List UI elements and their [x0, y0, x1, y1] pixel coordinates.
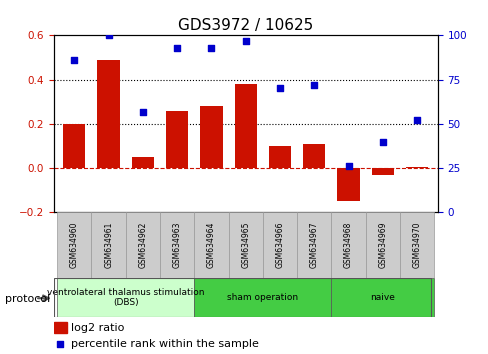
FancyBboxPatch shape	[365, 212, 399, 278]
Point	[173, 45, 181, 51]
Bar	[303, 144, 325, 168]
Text: ventrolateral thalamus stimulation
(DBS): ventrolateral thalamus stimulation (DBS)	[47, 288, 204, 307]
Bar	[166, 110, 188, 168]
Text: GSM634968: GSM634968	[344, 222, 352, 268]
Point	[344, 164, 352, 169]
Point	[104, 33, 112, 38]
Bar	[131, 157, 154, 168]
Text: percentile rank within the sample: percentile rank within the sample	[71, 339, 259, 349]
Text: log2 ratio: log2 ratio	[71, 322, 124, 332]
Text: GSM634960: GSM634960	[70, 222, 79, 268]
Text: protocol: protocol	[5, 294, 50, 304]
Text: GSM634966: GSM634966	[275, 222, 284, 268]
Text: GSM634962: GSM634962	[138, 222, 147, 268]
FancyBboxPatch shape	[57, 278, 194, 317]
FancyBboxPatch shape	[263, 212, 297, 278]
Bar	[337, 168, 359, 201]
Text: GSM634961: GSM634961	[104, 222, 113, 268]
Bar	[200, 106, 222, 168]
FancyBboxPatch shape	[194, 212, 228, 278]
Point	[56, 341, 64, 347]
Point	[276, 86, 284, 91]
Bar	[405, 167, 427, 168]
FancyBboxPatch shape	[194, 278, 331, 317]
Bar	[63, 124, 85, 168]
FancyBboxPatch shape	[125, 212, 160, 278]
Point	[310, 82, 318, 88]
Point	[139, 109, 146, 114]
Point	[207, 45, 215, 51]
Text: GSM634964: GSM634964	[206, 222, 216, 268]
FancyBboxPatch shape	[160, 212, 194, 278]
FancyBboxPatch shape	[228, 212, 263, 278]
Point	[378, 139, 386, 144]
Bar	[54, 322, 67, 333]
FancyBboxPatch shape	[331, 278, 433, 317]
Bar	[268, 146, 290, 168]
Text: GSM634963: GSM634963	[172, 222, 182, 268]
Text: naive: naive	[369, 293, 394, 302]
Text: GSM634969: GSM634969	[378, 222, 386, 268]
FancyBboxPatch shape	[399, 212, 433, 278]
Text: GSM634970: GSM634970	[412, 222, 421, 268]
Point	[70, 57, 78, 63]
FancyBboxPatch shape	[297, 212, 331, 278]
Bar	[234, 84, 256, 168]
Bar	[97, 60, 120, 168]
Text: sham operation: sham operation	[227, 293, 298, 302]
FancyBboxPatch shape	[91, 212, 125, 278]
Text: GSM634965: GSM634965	[241, 222, 250, 268]
FancyBboxPatch shape	[331, 212, 365, 278]
Point	[242, 38, 249, 44]
Bar	[371, 168, 393, 175]
FancyBboxPatch shape	[57, 212, 91, 278]
Point	[412, 118, 420, 123]
Text: GSM634967: GSM634967	[309, 222, 318, 268]
Title: GDS3972 / 10625: GDS3972 / 10625	[178, 18, 313, 33]
